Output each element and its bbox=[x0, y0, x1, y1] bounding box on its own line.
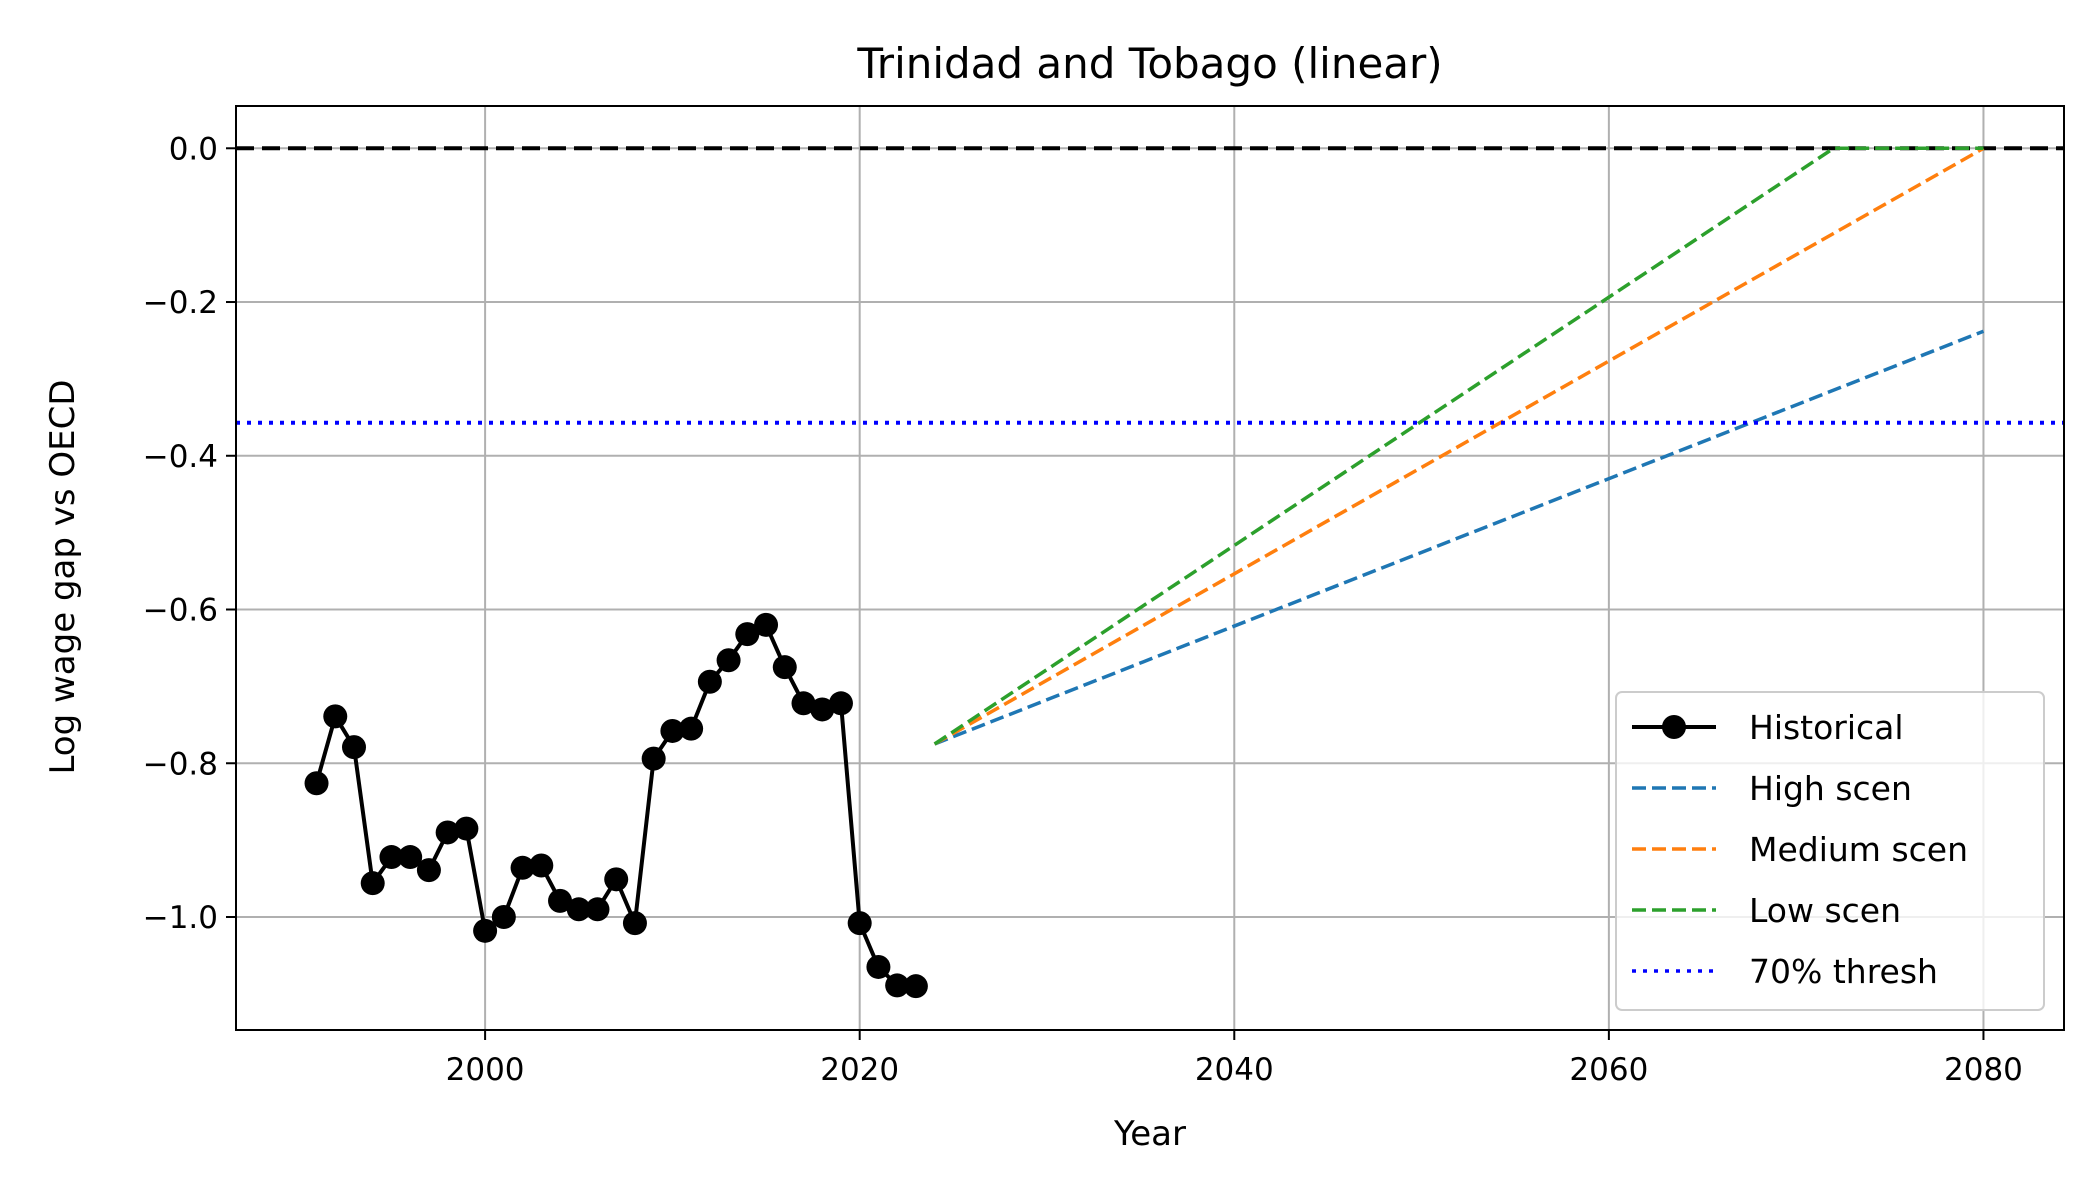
historical-point bbox=[885, 973, 910, 998]
y-tick-label: −0.2 bbox=[143, 285, 218, 321]
historical-point bbox=[716, 648, 741, 673]
historical-point bbox=[491, 904, 516, 929]
legend-box bbox=[1615, 691, 2045, 1011]
historical-point bbox=[454, 816, 479, 841]
historical-point bbox=[660, 718, 685, 743]
legend-label-historical: Historical bbox=[1749, 708, 1904, 747]
plot-area bbox=[236, 146, 2064, 999]
historical-point bbox=[341, 735, 366, 760]
historical-point bbox=[566, 897, 591, 922]
historical-point bbox=[510, 855, 535, 880]
historical-point bbox=[641, 746, 666, 771]
historical-point bbox=[697, 669, 722, 694]
historical-point bbox=[735, 622, 760, 647]
historical-point bbox=[604, 867, 629, 892]
high-scen-line bbox=[933, 329, 1985, 746]
historical-point bbox=[828, 691, 853, 716]
legend-marker-historical bbox=[1662, 715, 1686, 739]
historical-point bbox=[473, 918, 498, 943]
y-axis-label: Log wage gap vs OECD bbox=[43, 379, 83, 774]
y-tick-label: −1.0 bbox=[143, 900, 218, 936]
y-tick-label: −0.4 bbox=[143, 439, 218, 475]
historical-point bbox=[529, 853, 554, 878]
ticks: 2000 2020 2040 2060 2080 0.0 −0.2 −0.4 −0.6 −0.8 −… bbox=[143, 131, 2023, 1088]
historical-point bbox=[772, 655, 797, 680]
legend: Historical High scen Medium scen Low scen 70… bbox=[1615, 691, 2045, 1011]
historical-point bbox=[810, 697, 835, 722]
legend-label-70-thresh: 70% thresh bbox=[1749, 952, 1938, 991]
x-tick-label: 2000 bbox=[446, 1052, 525, 1088]
historical-point bbox=[398, 845, 423, 870]
chart-title: Trinidad and Tobago (linear) bbox=[856, 39, 1442, 88]
historical-point bbox=[622, 911, 647, 936]
historical-point bbox=[585, 897, 610, 922]
historical-point bbox=[791, 691, 816, 716]
historical-point bbox=[435, 820, 460, 845]
historical-point bbox=[866, 954, 891, 979]
legend-label-low-scen: Low scen bbox=[1749, 891, 1901, 930]
historical-point bbox=[847, 911, 872, 936]
historical-point bbox=[903, 974, 928, 999]
x-tick-label: 2080 bbox=[1944, 1052, 2023, 1088]
legend-label-high-scen: High scen bbox=[1749, 769, 1912, 808]
historical-point bbox=[679, 716, 704, 741]
x-axis-label: Year bbox=[1113, 1114, 1186, 1154]
legend-label-medium-scen: Medium scen bbox=[1749, 830, 1968, 869]
historical-point bbox=[548, 888, 573, 913]
medium-scen-line bbox=[933, 146, 1985, 746]
historical-point bbox=[416, 858, 441, 883]
historical-point bbox=[323, 704, 348, 729]
x-tick-label: 2060 bbox=[1569, 1052, 1648, 1088]
y-tick-label: −0.6 bbox=[143, 593, 218, 629]
historical-point bbox=[754, 612, 779, 637]
historical-point bbox=[360, 871, 385, 896]
plot-frame bbox=[235, 105, 2065, 1031]
historical-point bbox=[304, 771, 329, 796]
y-tick-label: 0.0 bbox=[169, 131, 218, 167]
y-tick-label: −0.8 bbox=[143, 746, 218, 782]
x-tick-label: 2020 bbox=[820, 1052, 899, 1088]
historical-point bbox=[379, 845, 404, 870]
x-tick-label: 2040 bbox=[1195, 1052, 1274, 1088]
